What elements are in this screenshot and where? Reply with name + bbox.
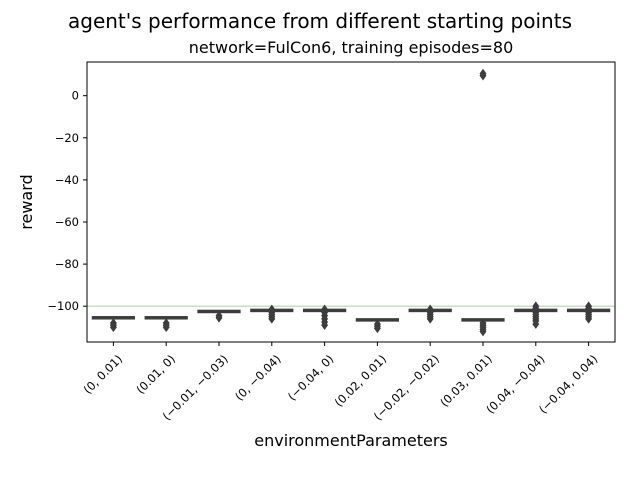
outlier-point bbox=[109, 322, 117, 333]
box-group bbox=[144, 316, 188, 333]
box-group bbox=[250, 304, 294, 324]
plot-frame bbox=[86, 61, 616, 343]
outlier-point bbox=[162, 322, 170, 333]
x-tick-label: (0, 0.01) bbox=[81, 352, 126, 397]
outlier-point bbox=[479, 70, 487, 81]
box-group bbox=[408, 304, 452, 324]
x-tick-label: (0.01, 0) bbox=[133, 352, 178, 397]
x-tick-label: (0, −0.04) bbox=[232, 352, 284, 404]
outlier-point bbox=[479, 326, 487, 337]
y-tick-label: −80 bbox=[55, 257, 79, 271]
outlier-point bbox=[215, 312, 223, 323]
outlier-point bbox=[532, 319, 540, 330]
box-group bbox=[91, 316, 136, 333]
outlier-point bbox=[321, 320, 329, 331]
box-group bbox=[355, 318, 400, 334]
y-tick-label: −60 bbox=[55, 215, 79, 229]
box-group bbox=[461, 68, 505, 337]
box-group bbox=[566, 301, 611, 324]
box-group bbox=[302, 304, 347, 331]
chart-title: agent's performance from different start… bbox=[68, 9, 572, 33]
outlier-point bbox=[373, 323, 381, 334]
y-tick-label: −40 bbox=[55, 173, 79, 187]
y-tick-label: −100 bbox=[47, 299, 79, 313]
y-tick-label: 0 bbox=[72, 89, 79, 103]
outlier-point bbox=[585, 313, 593, 324]
outlier-point bbox=[268, 313, 276, 324]
x-tick-label: (0.03, 0.01) bbox=[437, 352, 495, 410]
x-tick-label: (−0.04, 0) bbox=[285, 352, 337, 404]
chart-subtitle: network=FulCon6, training episodes=80 bbox=[189, 38, 514, 57]
outlier-point bbox=[426, 313, 434, 324]
box-group bbox=[197, 309, 241, 323]
y-tick-label: −20 bbox=[55, 131, 79, 145]
box-group bbox=[514, 301, 558, 330]
x-tick-label: (0.02, 0.01) bbox=[332, 352, 390, 410]
y-axis-label: reward bbox=[17, 174, 36, 229]
x-axis-label: environmentParameters bbox=[254, 431, 447, 450]
